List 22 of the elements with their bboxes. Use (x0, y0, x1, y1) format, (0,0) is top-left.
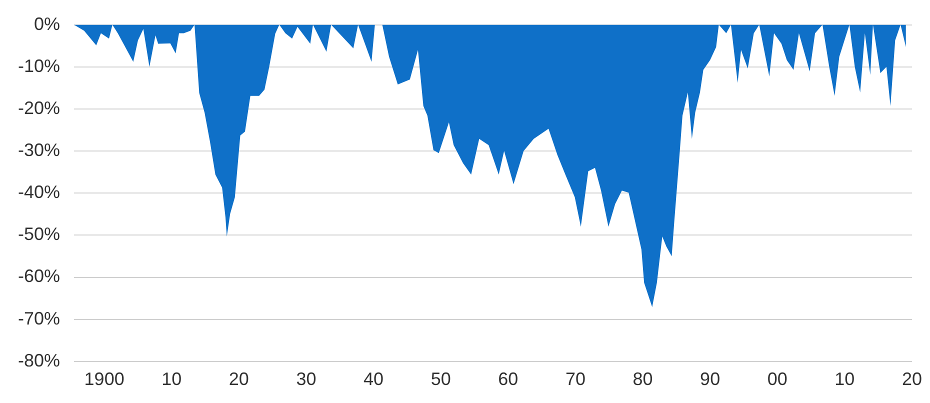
x-tick-label: 40 (364, 369, 384, 390)
x-tick-label: 50 (430, 369, 451, 390)
y-tick-label: -60% (18, 266, 60, 286)
y-tick-label: -30% (18, 140, 60, 160)
y-tick-label: -50% (18, 224, 60, 244)
x-tick-label: 70 (565, 369, 586, 390)
x-tick-label: 00 (767, 369, 788, 390)
x-tick-label: 60 (498, 369, 518, 390)
y-tick-label: -80% (18, 350, 60, 370)
x-tick-label: 20 (228, 369, 249, 390)
y-tick-label: 0% (34, 14, 60, 34)
x-tick-label: 20 (902, 369, 922, 390)
x-tick-label: 80 (632, 369, 653, 390)
x-tick-label: 30 (296, 369, 316, 390)
x-tick-label: 10 (162, 369, 182, 390)
x-tick-label: 10 (834, 369, 855, 390)
x-tick-label: 1900 (84, 369, 124, 390)
x-tick-label: 90 (700, 369, 720, 390)
y-tick-label: -70% (18, 308, 60, 328)
y-tick-label: -40% (18, 182, 60, 202)
y-tick-label: -10% (18, 56, 60, 76)
y-tick-label: -20% (18, 98, 60, 118)
